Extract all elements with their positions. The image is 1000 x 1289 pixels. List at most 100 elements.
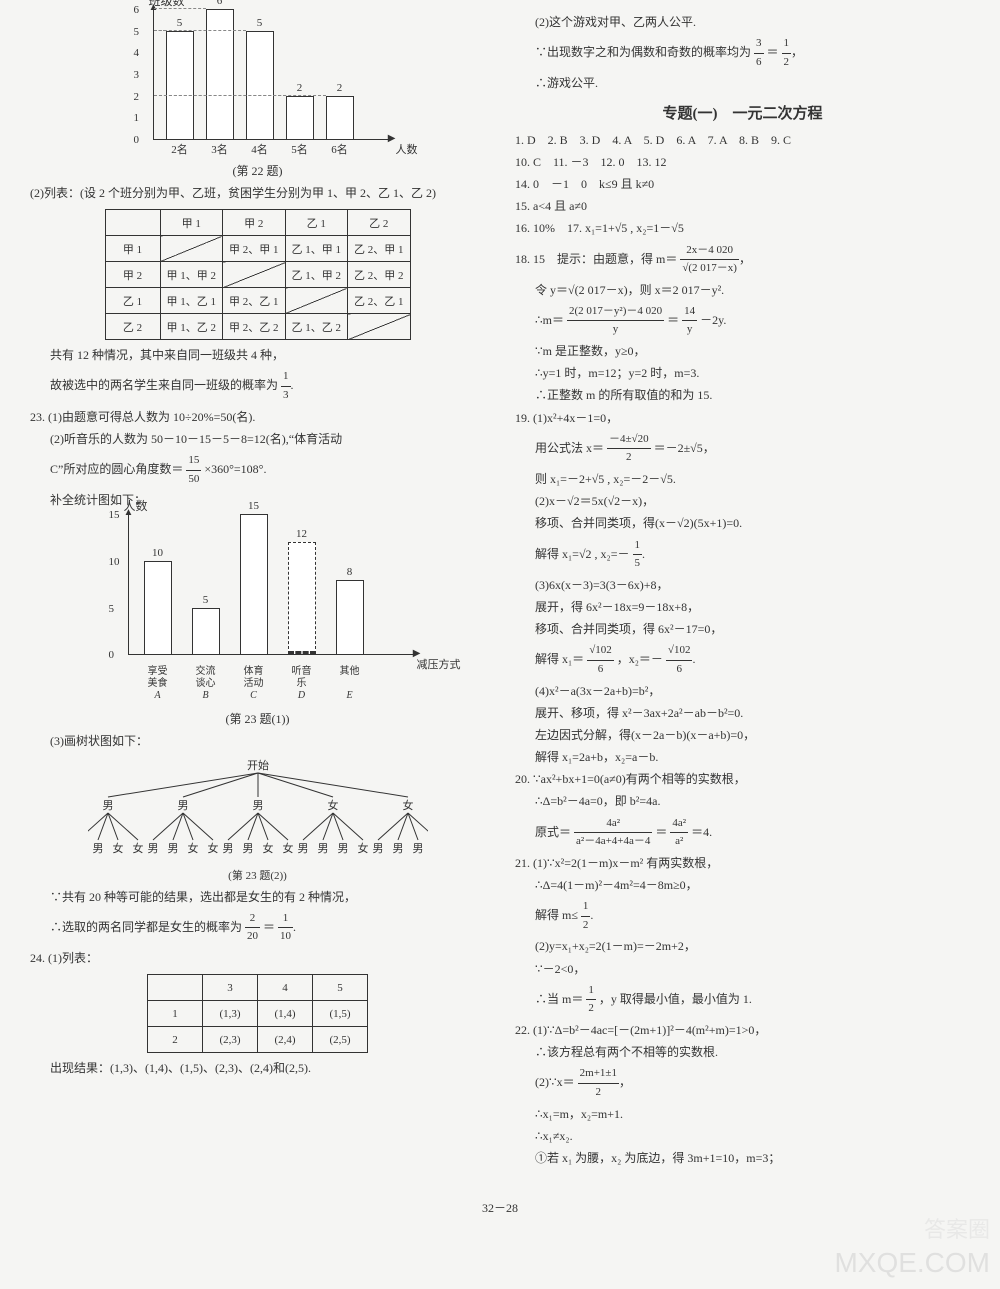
fraction: 13 bbox=[281, 368, 291, 404]
table-cell: (1,5) bbox=[313, 1001, 368, 1027]
table-cell: 甲 2、乙 1 bbox=[223, 288, 286, 314]
xtick-label: 4名 bbox=[243, 141, 277, 157]
table-cell: 甲 1、甲 2 bbox=[160, 262, 223, 288]
bar-value-label: 6 bbox=[206, 0, 234, 7]
svg-text:女: 女 bbox=[262, 841, 273, 855]
left-column: 班级数 ▲ ▶ 人数 012345652名63名54名25名26名 (第 22 … bbox=[30, 10, 485, 1171]
xtick-label: 5名 bbox=[283, 141, 317, 157]
q19-3c: 移项、合并同类项，得 6x²－17=0， bbox=[515, 620, 970, 639]
right-column: (2)这个游戏对甲、乙两人公平. ∵出现数字之和为偶数和奇数的概率均为 36 ＝… bbox=[515, 10, 970, 1171]
r-24-2a: (2)这个游戏对甲、乙两人公平. bbox=[515, 13, 970, 32]
table-header-cell: 甲 1 bbox=[160, 210, 223, 236]
r-24-2c: ∴游戏公平. bbox=[515, 74, 970, 93]
q19-2b: 移项、合并同类项，得(x－√2)(5x+1)=0. bbox=[515, 514, 970, 533]
chart-bar bbox=[166, 31, 194, 139]
bar-value-label: 12 bbox=[288, 528, 316, 540]
ytick-label: 15 bbox=[109, 509, 120, 521]
arrow-up-icon: ▲ bbox=[124, 507, 134, 518]
text-22-after2: 故被选中的两名学生来自同一班级的概率为 13. bbox=[30, 368, 485, 404]
bar-value-label: 10 bbox=[144, 547, 172, 559]
svg-text:女: 女 bbox=[282, 841, 293, 855]
text-23-1: 23. (1)由题意可得总人数为 10÷20%=50(名). bbox=[30, 408, 485, 427]
chart-bar bbox=[206, 9, 234, 139]
text-22-after1: 共有 12 种情况，其中来自同一班级共 4 种， bbox=[30, 346, 485, 365]
bar-value-label: 15 bbox=[240, 500, 268, 512]
q21-1c: 解得 m≤ 12. bbox=[515, 898, 970, 934]
svg-text:男: 男 bbox=[372, 843, 383, 855]
table-cell: 乙 2、甲 2 bbox=[348, 262, 411, 288]
q18-c: ∴m＝ 2(2 017－y²)－4 020y ＝ 14y －2y. bbox=[515, 303, 970, 339]
q19-1a: 19. (1)x²+4x－1=0， bbox=[515, 409, 970, 428]
q18-d: ∵m 是正整数，y≥0， bbox=[515, 342, 970, 361]
svg-text:女: 女 bbox=[132, 841, 143, 855]
q21-2a: (2)y=x₁+x₂=2(1－m)=－2m+2， bbox=[515, 937, 970, 956]
table-cell: (2,5) bbox=[313, 1027, 368, 1053]
bar-value-label: 2 bbox=[326, 82, 354, 94]
table-header-cell: 3 bbox=[203, 975, 258, 1001]
chart-22: 班级数 ▲ ▶ 人数 012345652名63名54名25名26名 (第 22 … bbox=[128, 10, 388, 179]
table-cell: 甲 1、乙 1 bbox=[160, 288, 223, 314]
table-header-cell bbox=[105, 210, 160, 236]
ans-1: 1. D 2. B 3. D 4. A 5. D 6. A 7. A 8. B … bbox=[515, 131, 970, 150]
q21-1a: 21. (1)∵x²=2(1－m)x－m² 有两实数根， bbox=[515, 854, 970, 873]
bar-value-label: 5 bbox=[192, 594, 220, 606]
table-cell: 甲 2、乙 2 bbox=[223, 314, 286, 340]
q19-4a: (4)x²－a(3x－2a+b)=b²， bbox=[515, 682, 970, 701]
table-cell: 乙 2 bbox=[105, 314, 160, 340]
ytick-label: 2 bbox=[134, 91, 140, 103]
xtick-label: 享受美食A bbox=[138, 666, 178, 702]
q19-2c: 解得 x₁=√2 , x₂=－ 15. bbox=[515, 537, 970, 573]
q19-3a: (3)6x(x－3)=3(3－6x)+8， bbox=[515, 576, 970, 595]
q18-e: ∴y=1 时，m=12；y=2 时，m=3. bbox=[515, 364, 970, 383]
r-24-2b: ∵出现数字之和为偶数和奇数的概率均为 36 ＝ 12， bbox=[515, 35, 970, 71]
table-cell bbox=[160, 236, 223, 262]
xtick-label: 3名 bbox=[203, 141, 237, 157]
q19-4c: 左边因式分解，得(x－2a－b)(x－a+b)=0， bbox=[515, 726, 970, 745]
bar-value-label: 8 bbox=[336, 566, 364, 578]
chart-23: 人数 ▲ ▶ 减压方式 05101510享受美食A5交流谈心B15体育活动C12… bbox=[103, 515, 413, 727]
xtick-label: 2名 bbox=[163, 141, 197, 157]
table-header-cell: 5 bbox=[313, 975, 368, 1001]
q19-3d: 解得 x₁＝ √1026 ，x₂＝－ √1026. bbox=[515, 642, 970, 678]
table-cell bbox=[285, 288, 348, 314]
chart-bar bbox=[326, 96, 354, 139]
watermark-url: MXQE.COM bbox=[834, 1247, 990, 1279]
table-cell: 乙 2、甲 1 bbox=[348, 236, 411, 262]
table-cell bbox=[348, 314, 411, 340]
q19-2a: (2)x－√2＝5x(√2－x)， bbox=[515, 492, 970, 511]
svg-text:女: 女 bbox=[187, 841, 198, 855]
svg-text:男: 男 bbox=[167, 843, 178, 855]
ans-3: 14. 0 －1 0 k≤9 且 k≠0 bbox=[515, 175, 970, 194]
q18-b: 令 y＝√(2 017－x)，则 x＝2 017－y². bbox=[515, 281, 970, 300]
table-header-cell: 乙 1 bbox=[285, 210, 348, 236]
text-23-2a: (2)听音乐的人数为 50－10－15－5－8=12(名),“体育活动 bbox=[30, 430, 485, 449]
q18-a: 18. 15 提示：由题意，得 m＝ 2x－4 020√(2 017－x)， bbox=[515, 242, 970, 278]
q21-2b: ∵－2<0， bbox=[515, 960, 970, 979]
chart1-xtitle: 人数 bbox=[396, 141, 418, 157]
table-cell: 乙 1、甲 1 bbox=[285, 236, 348, 262]
table-cell: 甲 2 bbox=[105, 262, 160, 288]
ytick-label: 3 bbox=[134, 69, 140, 81]
watermark-text: 答案圈 bbox=[924, 1212, 990, 1244]
q22-2a: (2)∵x＝ 2m+1±12， bbox=[515, 1065, 970, 1101]
svg-text:女: 女 bbox=[357, 841, 368, 855]
svg-text:女: 女 bbox=[207, 841, 218, 855]
svg-text:男: 男 bbox=[222, 843, 233, 855]
text-tree-after2: ∴选取的两名同学都是女生的概率为 220 ＝ 110. bbox=[30, 910, 485, 946]
section-title: 专题(一) 一元二次方程 bbox=[515, 102, 970, 123]
q21-1b: ∴Δ=4(1－m)²－4m²=4－8m≥0， bbox=[515, 876, 970, 895]
text-22-intro: (2)列表：(设 2 个班分别为甲、乙班，贫困学生分别为甲 1、甲 2、乙 1、… bbox=[30, 184, 485, 203]
q20-b: ∴Δ=b²－4a=0，即 b²=4a. bbox=[515, 792, 970, 811]
ytick-label: 6 bbox=[134, 4, 140, 16]
arrow-right-icon: ▶ bbox=[388, 133, 396, 144]
ans-2: 10. C 11. －3 12. 0 13. 12 bbox=[515, 153, 970, 172]
svg-text:男: 男 bbox=[297, 843, 308, 855]
svg-text:男: 男 bbox=[252, 800, 263, 812]
svg-text:男: 男 bbox=[147, 843, 158, 855]
chart-bar bbox=[240, 514, 268, 654]
chart-bar bbox=[288, 542, 316, 654]
bar-value-label: 5 bbox=[166, 17, 194, 29]
svg-text:男: 男 bbox=[337, 843, 348, 855]
svg-text:男: 男 bbox=[392, 843, 403, 855]
chart2-caption: (第 23 题(1)) bbox=[103, 710, 413, 727]
